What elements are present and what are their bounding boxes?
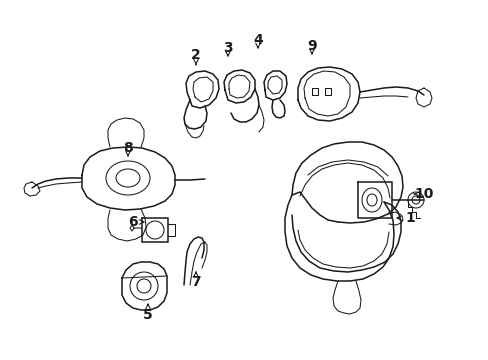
Text: 7: 7 bbox=[191, 275, 201, 289]
Text: 1: 1 bbox=[404, 211, 414, 225]
Text: 10: 10 bbox=[413, 187, 433, 201]
Text: 4: 4 bbox=[253, 33, 263, 47]
Text: 2: 2 bbox=[191, 48, 201, 62]
Text: 8: 8 bbox=[123, 141, 133, 155]
Text: 3: 3 bbox=[223, 41, 232, 55]
Text: 5: 5 bbox=[143, 308, 153, 322]
Text: 6: 6 bbox=[128, 215, 138, 229]
Text: 9: 9 bbox=[306, 39, 316, 53]
